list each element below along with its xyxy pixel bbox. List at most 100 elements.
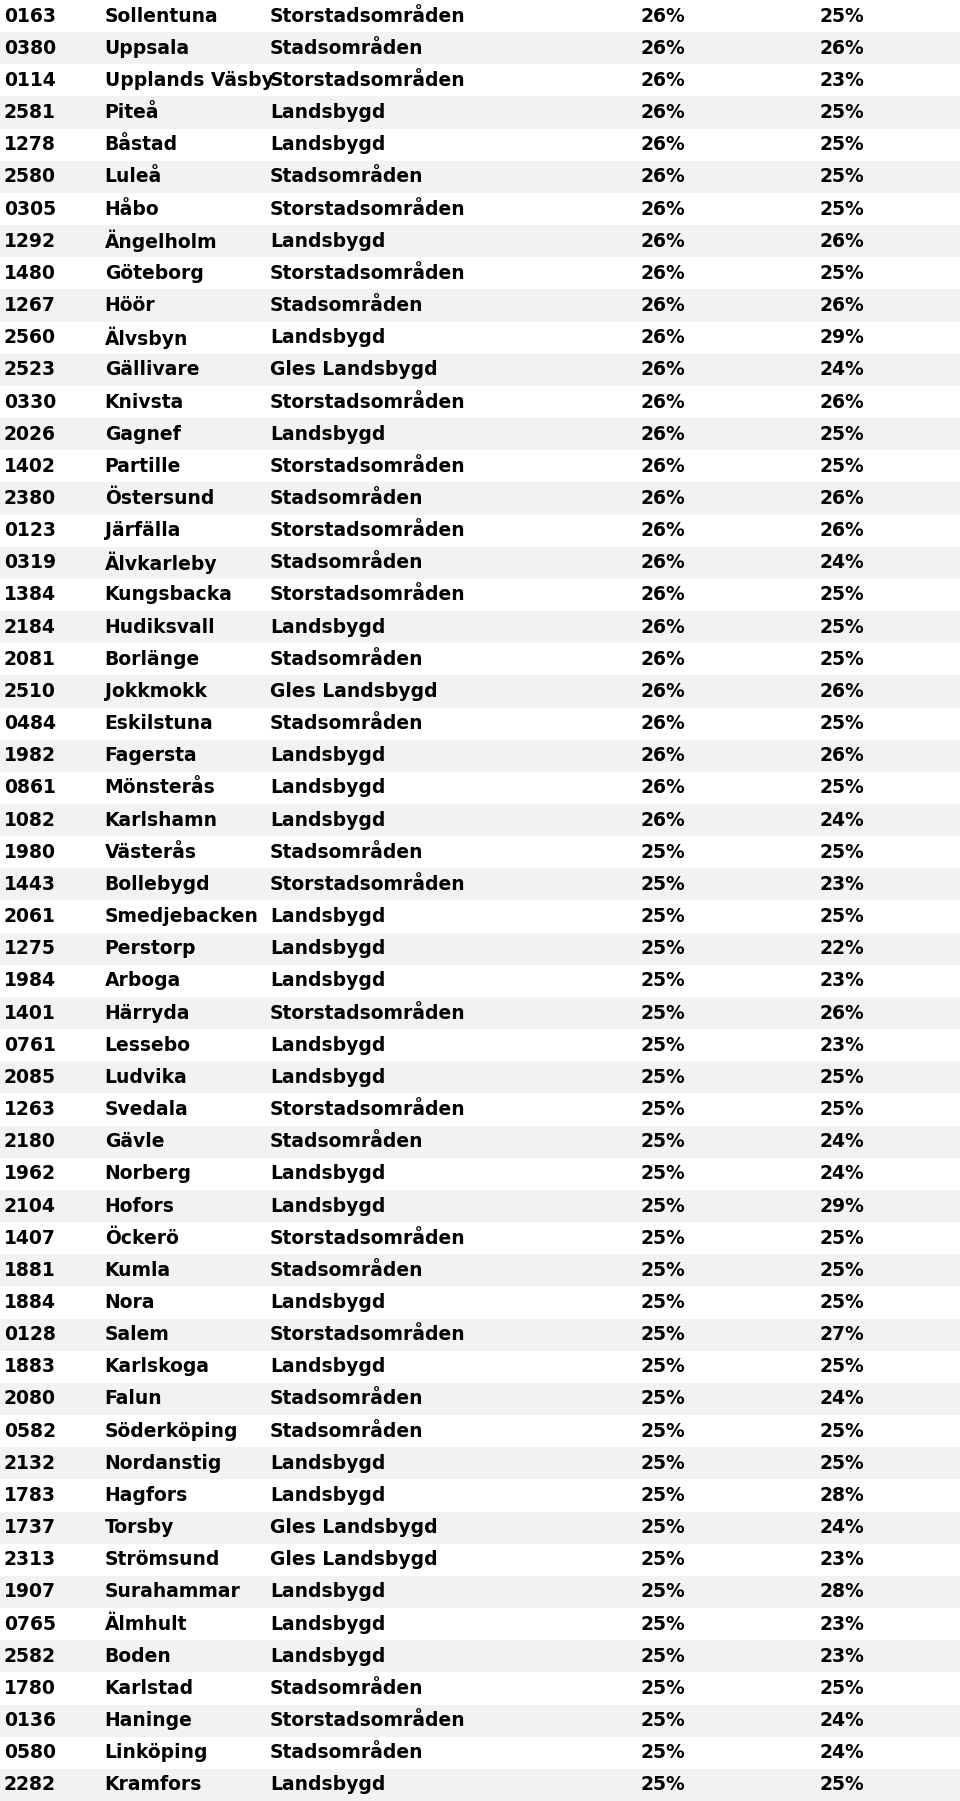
Text: 25%: 25%	[640, 1390, 685, 1408]
Text: 25%: 25%	[640, 1293, 685, 1311]
Text: Hudiksvall: Hudiksvall	[105, 618, 215, 636]
Bar	[0, 1543, 960, 1576]
Bar	[0, 160, 960, 193]
Text: 1384: 1384	[4, 585, 56, 605]
Bar	[0, 1061, 960, 1093]
Text: Kungsbacka: Kungsbacka	[105, 585, 232, 605]
Text: Landsbygd: Landsbygd	[270, 1165, 385, 1183]
Bar	[0, 1253, 960, 1286]
Text: Landsbygd: Landsbygd	[270, 1776, 385, 1794]
Text: 26%: 26%	[640, 200, 685, 218]
Text: 28%: 28%	[820, 1583, 865, 1601]
Text: 25%: 25%	[640, 1679, 685, 1698]
Text: 26%: 26%	[640, 328, 685, 348]
Text: 2582: 2582	[4, 1646, 56, 1666]
Text: 23%: 23%	[820, 875, 865, 893]
Text: Stadsområden: Stadsområden	[270, 715, 423, 733]
Text: 24%: 24%	[820, 1165, 865, 1183]
Text: 25%: 25%	[820, 650, 865, 668]
Text: Storstadsområden: Storstadsområden	[270, 585, 466, 605]
Text: 0136: 0136	[4, 1711, 56, 1731]
Text: 1263: 1263	[4, 1100, 56, 1118]
Bar	[0, 258, 960, 290]
Text: Fagersta: Fagersta	[105, 746, 197, 765]
Bar	[0, 353, 960, 385]
Text: 0380: 0380	[4, 40, 56, 58]
Text: 1881: 1881	[4, 1261, 56, 1281]
Text: 23%: 23%	[820, 971, 865, 991]
Bar	[0, 193, 960, 225]
Text: Landsbygd: Landsbygd	[270, 778, 385, 798]
Text: 25%: 25%	[640, 1551, 685, 1569]
Text: 26%: 26%	[820, 746, 865, 765]
Text: 25%: 25%	[640, 971, 685, 991]
Text: Strömsund: Strömsund	[105, 1551, 220, 1569]
Text: 2081: 2081	[4, 650, 56, 668]
Text: 2580: 2580	[4, 167, 56, 186]
Text: Landsbygd: Landsbygd	[270, 1615, 385, 1634]
Text: Stadsområden: Stadsområden	[270, 553, 423, 573]
Text: 25%: 25%	[820, 167, 865, 186]
Text: 25%: 25%	[640, 1228, 685, 1248]
Text: 25%: 25%	[640, 1743, 685, 1761]
Text: 2581: 2581	[4, 103, 56, 122]
Bar	[0, 483, 960, 515]
Text: Storstadsområden: Storstadsområden	[270, 265, 466, 283]
Text: 25%: 25%	[820, 1100, 865, 1118]
Text: Gagnef: Gagnef	[105, 425, 180, 443]
Text: 1783: 1783	[4, 1486, 56, 1506]
Text: 25%: 25%	[640, 1776, 685, 1794]
Text: Älmhult: Älmhult	[105, 1615, 187, 1634]
Bar	[0, 1576, 960, 1608]
Text: Landsbygd: Landsbygd	[270, 810, 385, 830]
Text: 24%: 24%	[820, 810, 865, 830]
Text: 26%: 26%	[640, 490, 685, 508]
Text: 2560: 2560	[4, 328, 56, 348]
Bar	[0, 933, 960, 965]
Text: 1275: 1275	[4, 940, 56, 958]
Text: 26%: 26%	[640, 70, 685, 90]
Bar	[0, 1286, 960, 1318]
Text: 2026: 2026	[4, 425, 56, 443]
Text: Gles Landsbygd: Gles Landsbygd	[270, 360, 438, 380]
Text: Linköping: Linköping	[105, 1743, 208, 1761]
Text: Gällivare: Gällivare	[105, 360, 199, 380]
Text: 25%: 25%	[820, 778, 865, 798]
Text: 24%: 24%	[820, 1133, 865, 1151]
Text: 0582: 0582	[4, 1421, 56, 1441]
Text: 26%: 26%	[640, 585, 685, 605]
Bar	[0, 65, 960, 97]
Text: 25%: 25%	[820, 1068, 865, 1086]
Text: 25%: 25%	[640, 843, 685, 861]
Text: Landsbygd: Landsbygd	[270, 103, 385, 122]
Text: Landsbygd: Landsbygd	[270, 971, 385, 991]
Bar	[0, 128, 960, 160]
Bar	[0, 97, 960, 128]
Text: 25%: 25%	[640, 1421, 685, 1441]
Bar	[0, 1416, 960, 1448]
Bar	[0, 998, 960, 1028]
Text: 25%: 25%	[640, 1196, 685, 1216]
Text: Storstadsområden: Storstadsområden	[270, 70, 466, 90]
Text: 25%: 25%	[640, 1100, 685, 1118]
Text: 26%: 26%	[640, 618, 685, 636]
Text: Jokkmokk: Jokkmokk	[105, 683, 206, 701]
Bar	[0, 1158, 960, 1190]
Text: 26%: 26%	[640, 167, 685, 186]
Text: 26%: 26%	[640, 778, 685, 798]
Text: 0761: 0761	[4, 1036, 56, 1055]
Text: Perstorp: Perstorp	[105, 940, 196, 958]
Text: Kramfors: Kramfors	[105, 1776, 202, 1794]
Text: Stadsområden: Stadsområden	[270, 650, 423, 668]
Text: 25%: 25%	[640, 1133, 685, 1151]
Text: 26%: 26%	[820, 1003, 865, 1023]
Text: Gles Landsbygd: Gles Landsbygd	[270, 1518, 438, 1536]
Text: Landsbygd: Landsbygd	[270, 940, 385, 958]
Bar	[0, 773, 960, 803]
Text: Salem: Salem	[105, 1326, 170, 1344]
Text: 0114: 0114	[4, 70, 56, 90]
Bar	[0, 0, 960, 32]
Text: 26%: 26%	[640, 457, 685, 475]
Bar	[0, 1126, 960, 1158]
Text: 26%: 26%	[640, 520, 685, 540]
